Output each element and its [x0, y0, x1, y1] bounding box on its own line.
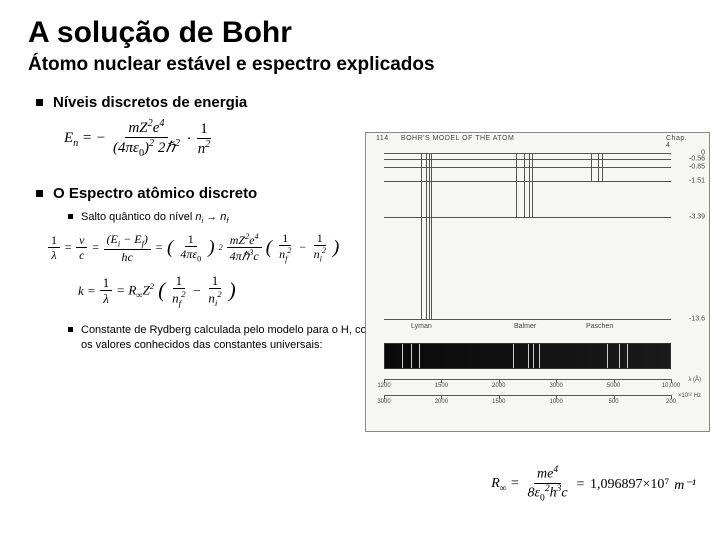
- formula-energy: En = − mZ2e4 (4πε0)2 2ℏ2 · 1 n2: [64, 119, 378, 159]
- transition-line: [431, 153, 432, 319]
- axis-tick-label: 10,000: [662, 383, 680, 389]
- spectral-line: [627, 344, 628, 368]
- transition-line: [529, 153, 530, 217]
- energy-level: [384, 153, 671, 154]
- diagram-header: 114 BOHR'S MODEL OF THE ATOM Chap. 4: [376, 135, 514, 142]
- transition-line: [426, 153, 427, 319]
- transition-line: [602, 153, 603, 181]
- axis-tick-label: 1500: [435, 383, 448, 389]
- spectral-line: [411, 344, 412, 368]
- spectral-line: [419, 344, 420, 368]
- transition-line: [598, 153, 599, 181]
- diagram-title: BOHR'S MODEL OF THE ATOM: [401, 135, 514, 142]
- transition-line: [516, 153, 517, 217]
- energy-level-label: -13.6: [689, 316, 705, 323]
- energy-level-label: -0.56: [689, 156, 705, 163]
- axis-tick-label: 1500: [492, 399, 505, 405]
- axis-tick-label: 1200: [377, 383, 390, 389]
- rydberg-text: Constante de Rydberg calculada pelo mode…: [81, 323, 378, 352]
- spectral-line: [533, 344, 534, 368]
- axis-tick-label: 2000: [492, 383, 505, 389]
- axis-tick-label: 200: [666, 399, 676, 405]
- transition-line: [429, 153, 430, 319]
- spectral-line: [528, 344, 529, 368]
- axis-tick-label: 2000: [435, 399, 448, 405]
- energy-level-label: -1.51: [689, 178, 705, 185]
- spectrum-bar: [384, 343, 671, 369]
- diagram-chapter: Chap. 4: [666, 135, 687, 149]
- energy-level-label: -3.39: [689, 214, 705, 221]
- bullet-energy-levels: Níveis discretos de energia: [36, 94, 378, 111]
- spectral-line: [402, 344, 403, 368]
- slide-title: A solução de Bohr: [28, 16, 692, 50]
- spectral-line: [513, 344, 514, 368]
- spectrum-axis: 1200150020003000500010,000 λ (Å) 3000200…: [384, 377, 671, 417]
- transition-line: [524, 153, 525, 217]
- energy-level: [384, 217, 671, 218]
- formula-rydberg: R∞ = me4 8ε02h3c = 1,096897×10⁷ m⁻¹: [491, 466, 696, 504]
- transition-line: [591, 153, 592, 181]
- jump-prefix: Salto quântico do nível: [81, 211, 195, 223]
- axis-tick-label: 3000: [377, 399, 390, 405]
- energy-level: [384, 319, 671, 320]
- bullet-spectrum: O Espectro atômico discreto: [36, 185, 378, 202]
- formula-k: k = 1λ = R∞Z2 ( 1nf2 − 1ni2 ): [78, 274, 378, 308]
- energy-level-diagram: 114 BOHR'S MODEL OF THE ATOM Chap. 4 0-0…: [365, 132, 710, 432]
- axis-tick-label: 3000: [550, 383, 563, 389]
- spectral-line: [607, 344, 608, 368]
- transition-line: [532, 153, 533, 217]
- energy-level-label: -0.85: [689, 164, 705, 171]
- spectral-line: [539, 344, 540, 368]
- bullet-energy-levels-text: Níveis discretos de energia: [53, 94, 247, 111]
- energy-level: [384, 159, 671, 160]
- diagram-page-num: 114: [376, 135, 389, 142]
- axis-tick-label: 500: [609, 399, 619, 405]
- axis-tick-label: 1000: [550, 399, 563, 405]
- rydberg-unit: m⁻¹: [674, 477, 696, 494]
- bullet-spectrum-text: O Espectro atômico discreto: [53, 185, 257, 202]
- sub-bullet-jump: Salto quântico do nível ni → nf: [68, 210, 378, 226]
- spectral-line: [619, 344, 620, 368]
- formula-lambda: 1λ = νc = (Ei − Ef) hc = ( 14πε0 )2 mZ2e…: [48, 232, 378, 264]
- axis-unit-bottom: ×10¹² Hz: [678, 393, 701, 399]
- energy-level: [384, 167, 671, 168]
- transition-line: [421, 153, 422, 319]
- rydberg-value: 1,096897×10⁷: [590, 477, 669, 493]
- energy-level: [384, 181, 671, 182]
- series-label: Paschen: [586, 323, 613, 330]
- slide-subtitle: Átomo nuclear estável e espectro explica…: [28, 54, 692, 76]
- series-label: Lyman: [411, 323, 432, 330]
- series-label: Balmer: [514, 323, 536, 330]
- sub-bullet-rydberg: Constante de Rydberg calculada pelo mode…: [68, 323, 378, 352]
- axis-unit-top: λ (Å): [688, 377, 701, 383]
- axis-tick-label: 5000: [607, 383, 620, 389]
